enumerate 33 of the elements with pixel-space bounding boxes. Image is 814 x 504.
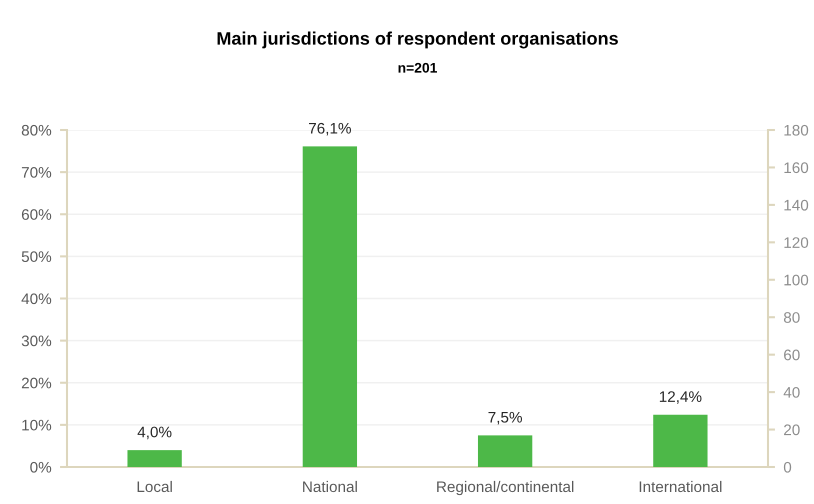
data-label: 12,4% (660, 391, 702, 404)
y-tick-label: 30% (22, 335, 52, 346)
y-tick-label: 40% (21, 293, 52, 304)
y2-tick-label: 120 (784, 237, 808, 248)
y-tick-label: 20% (22, 378, 52, 388)
y2-tick-label: 40 (784, 386, 800, 398)
y-tick-label: 50% (22, 251, 52, 262)
data-label: 4,0% (138, 426, 172, 440)
y2-tick-label: 180 (784, 124, 808, 136)
y2-tick-label: 80 (784, 312, 800, 323)
bar (302, 146, 358, 467)
y2-tick-label: 20 (784, 424, 800, 436)
x-tick-label: National (303, 480, 357, 492)
x-tick-label: Local (138, 480, 172, 492)
data-label: 7,5% (488, 412, 522, 424)
data-label: 76,1% (309, 122, 351, 136)
x-tick-label: Regional/continental (437, 480, 574, 496)
chart-subtitle: n=201 (398, 62, 437, 73)
y2-tick-label: 160 (784, 162, 808, 174)
y2-tick-label: 140 (784, 200, 808, 211)
y-tick-label: 70% (22, 166, 52, 178)
bar (478, 435, 532, 467)
y2-tick-label: 0 (784, 462, 792, 473)
y-tick-label: 80% (22, 124, 52, 136)
bar (127, 450, 182, 467)
y2-tick-label: 100 (784, 274, 808, 286)
chart-title: Main jurisdictions of respondent organisations (218, 32, 618, 48)
y2-tick-label: 60 (784, 350, 800, 360)
bar (653, 414, 708, 467)
x-tick-label: International (640, 480, 722, 492)
y-tick-label: 10% (22, 420, 52, 431)
y-tick-label: 60% (22, 209, 52, 220)
y-tick-label: 0% (30, 462, 52, 473)
